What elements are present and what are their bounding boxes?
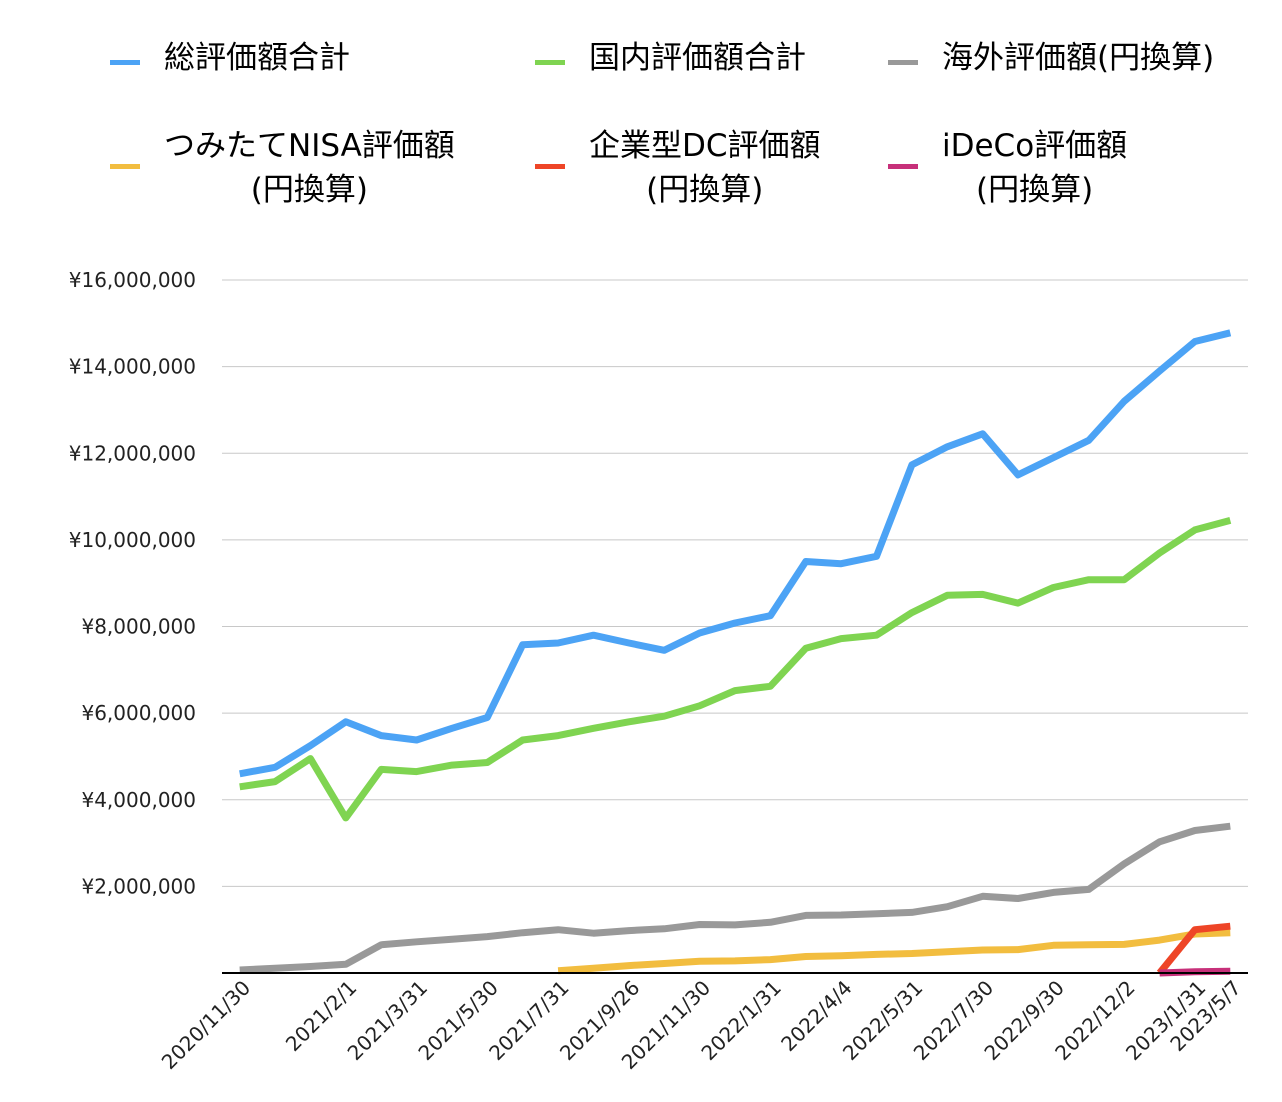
series-line-2 bbox=[239, 822, 1231, 974]
x-tick-label: 2020/11/30 bbox=[157, 976, 255, 1074]
chart-series bbox=[239, 329, 1232, 977]
series-line-3 bbox=[557, 929, 1231, 975]
y-tick-label: ¥6,000,000 bbox=[81, 701, 196, 725]
y-tick-label: ¥10,000,000 bbox=[69, 528, 196, 552]
y-tick-label: ¥2,000,000 bbox=[81, 874, 196, 898]
legend-label-overseas: 海外評価額(円換算) bbox=[942, 40, 1215, 76]
legend-swatch-dc bbox=[535, 164, 565, 169]
legend-item-overseas: 海外評価額(円換算) bbox=[888, 36, 1214, 80]
legend-swatch-nisa bbox=[110, 164, 140, 169]
y-tick-label: ¥4,000,000 bbox=[81, 788, 196, 812]
y-tick-label: ¥14,000,000 bbox=[69, 355, 196, 379]
legend-item-total: 総評価額合計 bbox=[110, 36, 350, 80]
legend-label-dc: 企業型DC評価額 (円換算) bbox=[589, 128, 821, 208]
y-axis-ticks: ¥2,000,000 ¥4,000,000 ¥6,000,000 ¥8,000,000… bbox=[69, 268, 196, 898]
legend-label-ideco: iDeCo評価額 (円換算) bbox=[942, 128, 1128, 208]
legend-label-total: 総評価額合計 bbox=[164, 40, 350, 76]
legend-item-dc: 企業型DC評価額 (円換算) bbox=[535, 124, 821, 212]
x-axis-ticks: 2020/11/30 2021/2/12021/3/312021/5/302021… bbox=[157, 976, 1246, 1074]
y-tick-label: ¥12,000,000 bbox=[69, 441, 196, 465]
legend-swatch-overseas bbox=[888, 60, 918, 65]
y-tick-label: ¥16,000,000 bbox=[69, 268, 196, 292]
legend-swatch-total bbox=[110, 60, 140, 65]
y-tick-label: ¥8,000,000 bbox=[81, 615, 196, 639]
legend-label-nisa: つみたてNISA評価額 (円換算) bbox=[164, 128, 455, 208]
chart-legend: 総評価額合計 国内評価額合計 海外評価額(円換算) つみたてNISA評価額 (円… bbox=[0, 0, 1282, 230]
legend-item-nisa: つみたてNISA評価額 (円換算) bbox=[110, 124, 455, 212]
legend-item-ideco: iDeCo評価額 (円換算) bbox=[888, 124, 1127, 212]
series-line-4 bbox=[1156, 922, 1231, 976]
legend-swatch-domestic bbox=[535, 60, 565, 65]
legend-item-domestic: 国内評価額合計 bbox=[535, 36, 806, 80]
series-line-0 bbox=[239, 329, 1232, 778]
legend-swatch-ideco bbox=[888, 164, 918, 169]
series-line-1 bbox=[239, 517, 1232, 822]
legend-label-domestic: 国内評価額合計 bbox=[589, 40, 806, 76]
